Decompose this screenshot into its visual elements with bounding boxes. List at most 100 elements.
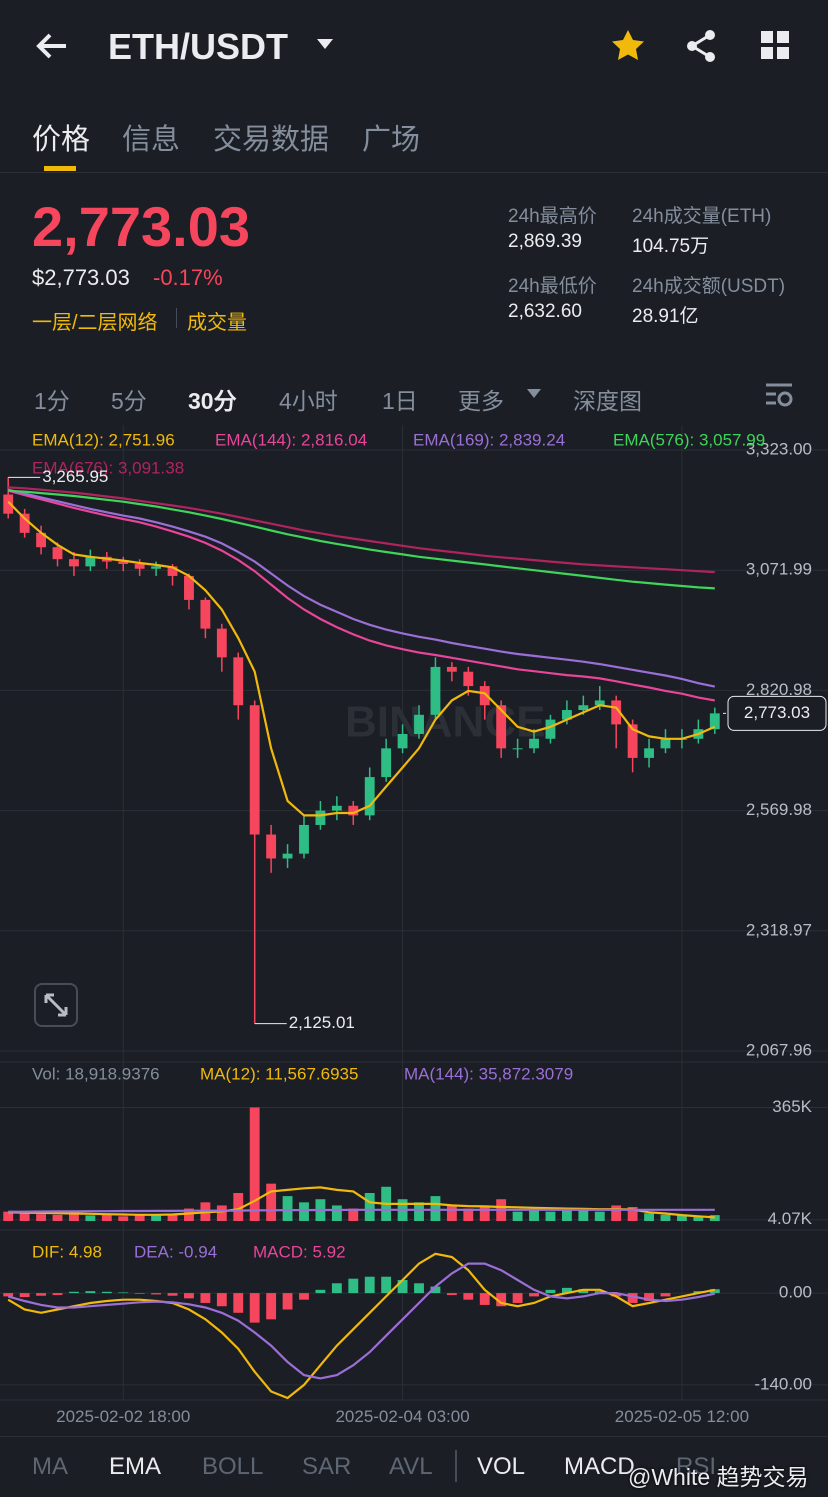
depth-chart-tab[interactable]: 深度图 xyxy=(573,388,642,414)
macd-bar xyxy=(364,1276,375,1294)
x-tick-label: 2025-02-04 03:00 xyxy=(335,1407,469,1426)
y-tick-label: 2,067.96 xyxy=(746,1040,812,1059)
tab[interactable]: 交易数据 xyxy=(213,124,330,156)
candle-body xyxy=(134,563,145,569)
macd-bar xyxy=(101,1291,112,1294)
volume-bar xyxy=(36,1214,47,1221)
candle-body xyxy=(19,513,30,533)
dropdown-icon[interactable] xyxy=(316,38,334,50)
y-tick-label: 4.07K xyxy=(768,1209,813,1228)
grid-icon[interactable] xyxy=(760,30,792,62)
indicator-line xyxy=(8,1208,715,1213)
volume-bar xyxy=(69,1213,79,1221)
divider xyxy=(0,172,828,173)
volume-bar xyxy=(479,1207,490,1221)
indicator-line xyxy=(7,1252,716,1400)
volume-bar xyxy=(644,1213,654,1221)
stat-label: 24h成交量(ETH) xyxy=(632,206,772,227)
candle-body xyxy=(512,748,523,750)
macd-bar xyxy=(19,1293,30,1298)
share-icon[interactable] xyxy=(684,28,720,64)
candle-body xyxy=(52,547,63,560)
last-price: 2,773.03 xyxy=(32,195,250,258)
favorite-icon[interactable] xyxy=(610,28,646,64)
tag-divider xyxy=(176,308,177,328)
indicator-line xyxy=(8,486,715,574)
indicator-tab[interactable]: RSI xyxy=(676,1453,717,1480)
tab[interactable]: 广场 xyxy=(362,124,421,156)
tag[interactable]: 成交量 xyxy=(187,312,247,334)
macd-bar xyxy=(397,1280,408,1294)
interval[interactable]: 30分 xyxy=(188,388,237,414)
candle-body xyxy=(561,710,572,720)
tab-divider xyxy=(455,1450,457,1482)
candle-body xyxy=(36,532,47,548)
volume-bar xyxy=(282,1196,293,1221)
tab[interactable]: 价格 xyxy=(32,124,91,156)
candle-body xyxy=(315,810,326,825)
candle-body xyxy=(249,705,260,835)
indicator-tab[interactable]: AVL xyxy=(389,1453,433,1480)
volume-bar xyxy=(693,1216,704,1221)
candle-body xyxy=(611,700,622,725)
macd-bar xyxy=(414,1283,424,1294)
macd-bar xyxy=(233,1293,244,1313)
fullscreen-icon xyxy=(44,993,68,1017)
fullscreen-button[interactable] xyxy=(34,983,78,1027)
indicator-line xyxy=(8,1186,715,1219)
interval[interactable]: 5分 xyxy=(111,388,147,414)
macd-bar xyxy=(266,1293,277,1320)
volume-bar xyxy=(249,1107,260,1221)
macd-bar xyxy=(561,1287,572,1294)
back-button[interactable] xyxy=(34,30,70,62)
tag[interactable]: 一层/二层网络 xyxy=(32,312,158,334)
volume-bar xyxy=(85,1215,96,1221)
macd-bar xyxy=(348,1278,359,1294)
volume-bar xyxy=(266,1183,277,1221)
volume-bar xyxy=(512,1211,523,1221)
y-tick-label: 365K xyxy=(772,1097,812,1116)
macd-bar xyxy=(299,1293,309,1300)
candle-body xyxy=(331,805,342,811)
stat-value: 2,632.60 xyxy=(508,301,582,322)
legend-entry: DIF: 4.98 xyxy=(32,1242,102,1261)
interval[interactable]: 1日 xyxy=(382,388,418,414)
volume-bar xyxy=(134,1215,145,1221)
indicator-tab[interactable]: MACD xyxy=(564,1453,635,1480)
legend-entry: MA(144): 35,872.3079 xyxy=(404,1064,573,1083)
more-icon[interactable] xyxy=(527,389,541,399)
candle-body xyxy=(233,657,244,706)
x-tick-label: 2025-02-05 12:00 xyxy=(615,1407,749,1426)
candle-body xyxy=(216,628,227,658)
settings-icon[interactable] xyxy=(765,382,795,408)
volume-bar xyxy=(430,1196,441,1221)
interval-more[interactable]: 更多 xyxy=(458,388,504,414)
macd-bar xyxy=(85,1291,96,1294)
indicator-tab[interactable]: BOLL xyxy=(202,1453,264,1480)
pair-title[interactable]: ETH/USDT xyxy=(108,26,288,67)
indicator-tab[interactable]: SAR xyxy=(302,1453,352,1480)
stat-value: 2,869.39 xyxy=(508,231,582,252)
indicator-tab[interactable]: VOL xyxy=(477,1453,526,1480)
interval[interactable]: 1分 xyxy=(34,388,70,414)
indicator-tab[interactable]: EMA xyxy=(109,1453,162,1480)
macd-bar xyxy=(381,1276,392,1294)
candle-body xyxy=(644,748,654,758)
legend-entry: MACD: 5.92 xyxy=(253,1242,346,1261)
candle-body xyxy=(184,575,194,600)
macd-bar xyxy=(446,1293,457,1296)
volume-bar xyxy=(348,1208,359,1221)
indicator-line xyxy=(7,489,715,702)
interval[interactable]: 4小时 xyxy=(279,388,338,414)
candle-body xyxy=(578,705,589,711)
candle-body xyxy=(266,834,277,859)
candle-body xyxy=(529,738,539,749)
indicator-tab[interactable]: MA xyxy=(32,1453,68,1480)
volume-bar xyxy=(660,1214,671,1221)
tab[interactable]: 信息 xyxy=(122,124,181,156)
candle-body xyxy=(479,686,490,706)
candle-body xyxy=(151,566,162,569)
